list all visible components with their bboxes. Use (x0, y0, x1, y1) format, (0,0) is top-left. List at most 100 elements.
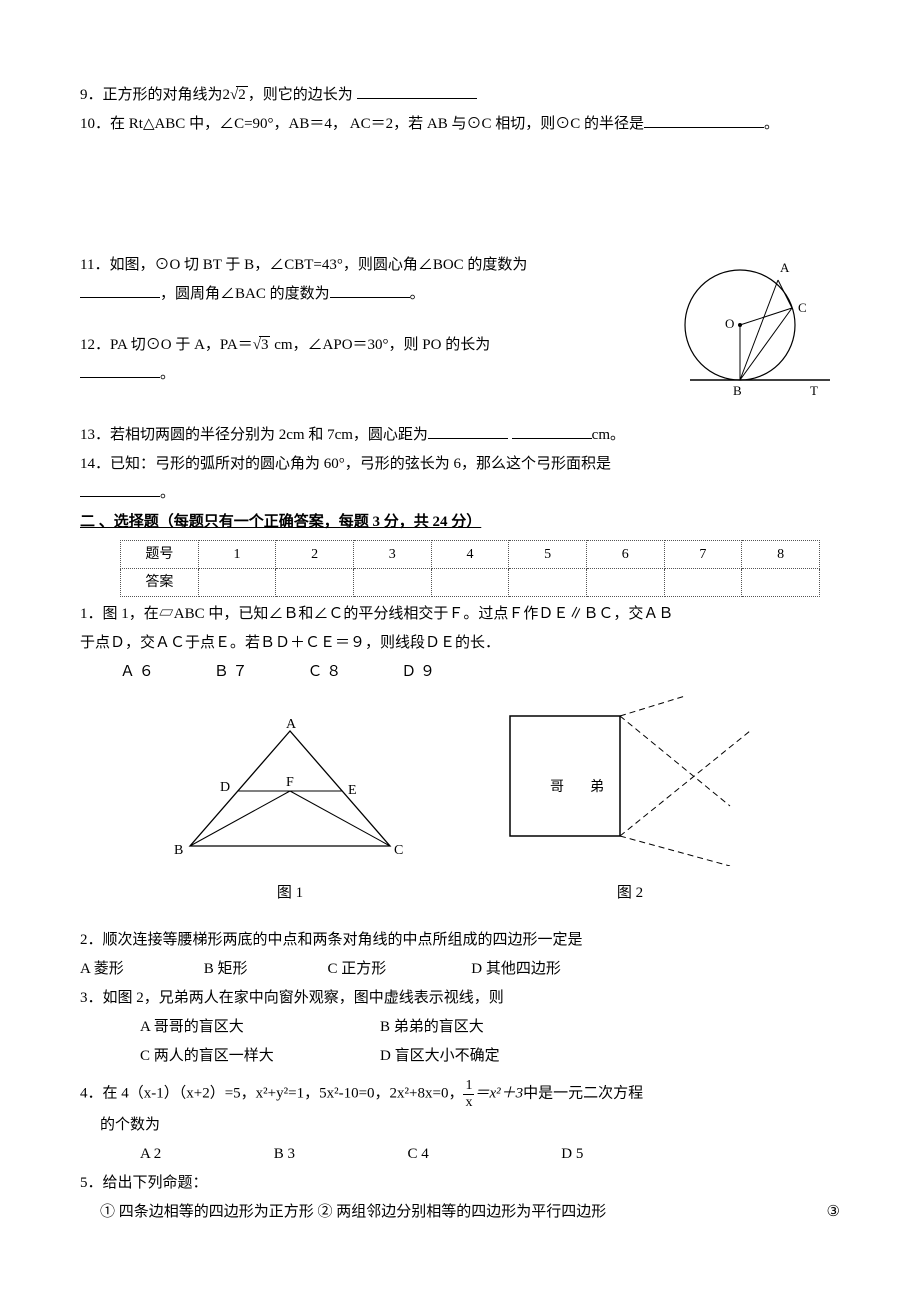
opt-B: B 3 (274, 1141, 404, 1168)
frac-n: 1 (463, 1078, 474, 1094)
q4b-t2: 中是一元二次方程 (523, 1086, 643, 1102)
label-B: B (733, 383, 742, 398)
q2b: 2．顺次连接等腰梯形两底的中点和两条对角线的中点所组成的四边形一定是 (80, 927, 840, 954)
q12-rad: 3 (259, 336, 271, 353)
q1b-num: 1． (80, 606, 103, 622)
q11-l1: 11．如图，⊙O 切 BT 于 B，∠CBT=43°，则圆心角∠BOC 的度数为 (80, 252, 660, 279)
lbl-C: C (394, 843, 403, 858)
q9-t1: 正方形的对角线为 (103, 87, 223, 103)
blank (80, 481, 160, 497)
fig1-triangle: A B C D E F (160, 716, 420, 866)
q12-unit: cm，∠APO＝30°，则 PO 的长为 (270, 337, 490, 353)
q13-unit: cm。 (592, 427, 625, 443)
cell (509, 569, 587, 597)
cell (276, 569, 354, 597)
th-3: 3 (353, 541, 431, 569)
q11-t2b: 。 (410, 286, 425, 302)
q12: 12．PA 切⊙O 于 A，PA＝ 3 cm，∠APO＝30°，则 PO 的长为 (80, 332, 660, 359)
cell (742, 569, 820, 597)
q4b-opts: A 2 B 3 C 4 D 5 (140, 1141, 840, 1168)
opt-C: C 4 (408, 1141, 558, 1168)
lbl-F: F (286, 775, 294, 790)
answer-table: 题号 1 2 3 4 5 6 7 8 答案 (120, 540, 820, 597)
q1b-opts: Ａ ６ Ｂ ７ Ｃ ８ Ｄ ９ (120, 659, 840, 686)
lbl-di: 弟 (590, 779, 604, 795)
q4b-l2: 的个数为 (100, 1112, 840, 1139)
blank (330, 282, 410, 298)
label-T: T (810, 383, 818, 398)
q10: 10．在 Rt△ABC 中，∠C=90°，AB＝4， AC＝2，若 AB 与⊙C… (80, 111, 840, 138)
q14-num: 14． (80, 456, 110, 472)
table-row: 答案 (121, 569, 820, 597)
q11-t2a: ，圆周角∠BAC 的度数为 (160, 286, 330, 302)
q11-t1: 如图，⊙O 切 BT 于 B，∠CBT=43°，则圆心角∠BOC 的度数为 (109, 257, 527, 273)
sqrt-icon: 2 (230, 82, 248, 109)
q4b-t1: 在 4（x-1）（x+2）=5，x²+y²=1，5x²-10=0，2x²+8x=… (103, 1086, 464, 1102)
q4b-num: 4． (80, 1086, 103, 1102)
q4b-eq: ＝x²＋3 (474, 1086, 523, 1102)
opt-D: D 其他四边形 (471, 961, 561, 977)
q12-t1: PA 切⊙O 于 A，PA＝ (110, 337, 253, 353)
lbl-D: D (220, 780, 230, 795)
opt-D: Ｄ ９ (401, 659, 435, 686)
q4b: 4．在 4（x-1）（x+2）=5，x²+y²=1，5x²-10=0，2x²+8… (80, 1078, 840, 1110)
opt-B: Ｂ ７ (214, 659, 248, 686)
opt-C: Ｃ ８ (308, 659, 342, 686)
q12-tail-line: 。 (80, 361, 660, 388)
label-C: C (798, 300, 807, 315)
q5b-text: 给出下列命题： (103, 1175, 208, 1191)
q9: 9．正方形的对角线为22，则它的边长为 (80, 82, 840, 109)
q5b: 5．给出下列命题： (80, 1170, 840, 1197)
lbl-ge: 哥 (550, 780, 564, 795)
q12-num: 12． (80, 337, 110, 353)
q9-num: 9． (80, 87, 103, 103)
blank (644, 112, 764, 128)
opt-A: Ａ ６ (120, 659, 154, 686)
q14-tail-line: 。 (80, 480, 840, 507)
q2b-text: 顺次连接等腰梯形两底的中点和两条对角线的中点所组成的四边形一定是 (103, 932, 583, 948)
circle-diagram: A O C B T (670, 250, 840, 400)
q9-t2: ，则它的边长为 (248, 87, 353, 103)
q10-text: 在 Rt△ABC 中，∠C=90°，AB＝4， AC＝2，若 AB 与⊙C 相切… (110, 116, 644, 132)
blank (80, 362, 160, 378)
q11-l2: ，圆周角∠BAC 的度数为 。 (80, 281, 660, 308)
q1b-t1: 图 1，在▱ABC 中，已知∠Ｂ和∠Ｃ的平分线相交于Ｆ。过点Ｆ作ＤＥ∥ＢＣ，交Ａ… (103, 606, 674, 622)
fig2-caption: 图 2 (500, 880, 760, 907)
q3b-num: 3． (80, 990, 103, 1006)
q11-num: 11． (80, 257, 109, 273)
q1b-l1: 1．图 1，在▱ABC 中，已知∠Ｂ和∠Ｃ的平分线相交于Ｆ。过点Ｆ作ＤＥ∥ＢＣ，… (80, 601, 840, 628)
th-1: 1 (198, 541, 276, 569)
q3b-opts: A 哥哥的盲区大B 弟弟的盲区大 C 两人的盲区一样大D 盲区大小不确定 (140, 1014, 840, 1070)
q5b-items: ① 四条边相等的四边形为正方形 ② 两组邻边分别相等的四边形为平行四边形 (100, 1199, 606, 1226)
opt-B: B 弟弟的盲区大 (380, 1019, 484, 1035)
q2b-opts: A 菱形 B 矩形 C 正方形 D 其他四边形 (80, 956, 840, 983)
q1b-l2: 于点Ｄ，交ＡＣ于点Ｅ。若ＢＤ＋ＣＥ＝９，则线段ＤＥ的长． (80, 630, 840, 657)
blank (80, 282, 160, 298)
q13: 13．若相切两圆的半径分别为 2cm 和 7cm，圆心距为 cm。 (80, 422, 840, 449)
q3b-text: 如图 2，兄弟两人在家中向窗外观察，图中虚线表示视线，则 (103, 990, 504, 1006)
th-8: 8 (742, 541, 820, 569)
q9-rad: 2 (236, 86, 248, 103)
q12-tail: 。 (160, 366, 175, 382)
fig2-block: 哥 弟 图 2 (500, 696, 760, 907)
blank (428, 423, 508, 439)
opt-A: A 哥哥的盲区大 (140, 1014, 380, 1041)
cell (431, 569, 509, 597)
q10-num: 10． (80, 116, 110, 132)
fig2-window: 哥 弟 (500, 696, 760, 866)
th-4: 4 (431, 541, 509, 569)
ans-label: 答案 (121, 569, 199, 597)
q10-tail: 。 (764, 116, 779, 132)
lbl-A: A (286, 717, 297, 732)
q13-num: 13． (80, 427, 110, 443)
opt-D: D 盲区大小不确定 (380, 1048, 500, 1064)
cell (353, 569, 431, 597)
q14-tail: 。 (160, 485, 175, 501)
opt-C: C 两人的盲区一样大 (140, 1043, 380, 1070)
q11-block: 11．如图，⊙O 切 BT 于 B，∠CBT=43°，则圆心角∠BOC 的度数为… (80, 250, 840, 400)
fig1-caption: 图 1 (160, 880, 420, 907)
fraction: 1x (463, 1078, 474, 1110)
blank (512, 423, 592, 439)
q3b: 3．如图 2，兄弟两人在家中向窗外观察，图中虚线表示视线，则 (80, 985, 840, 1012)
figures-row: A B C D E F 图 1 哥 弟 图 2 (80, 696, 840, 907)
